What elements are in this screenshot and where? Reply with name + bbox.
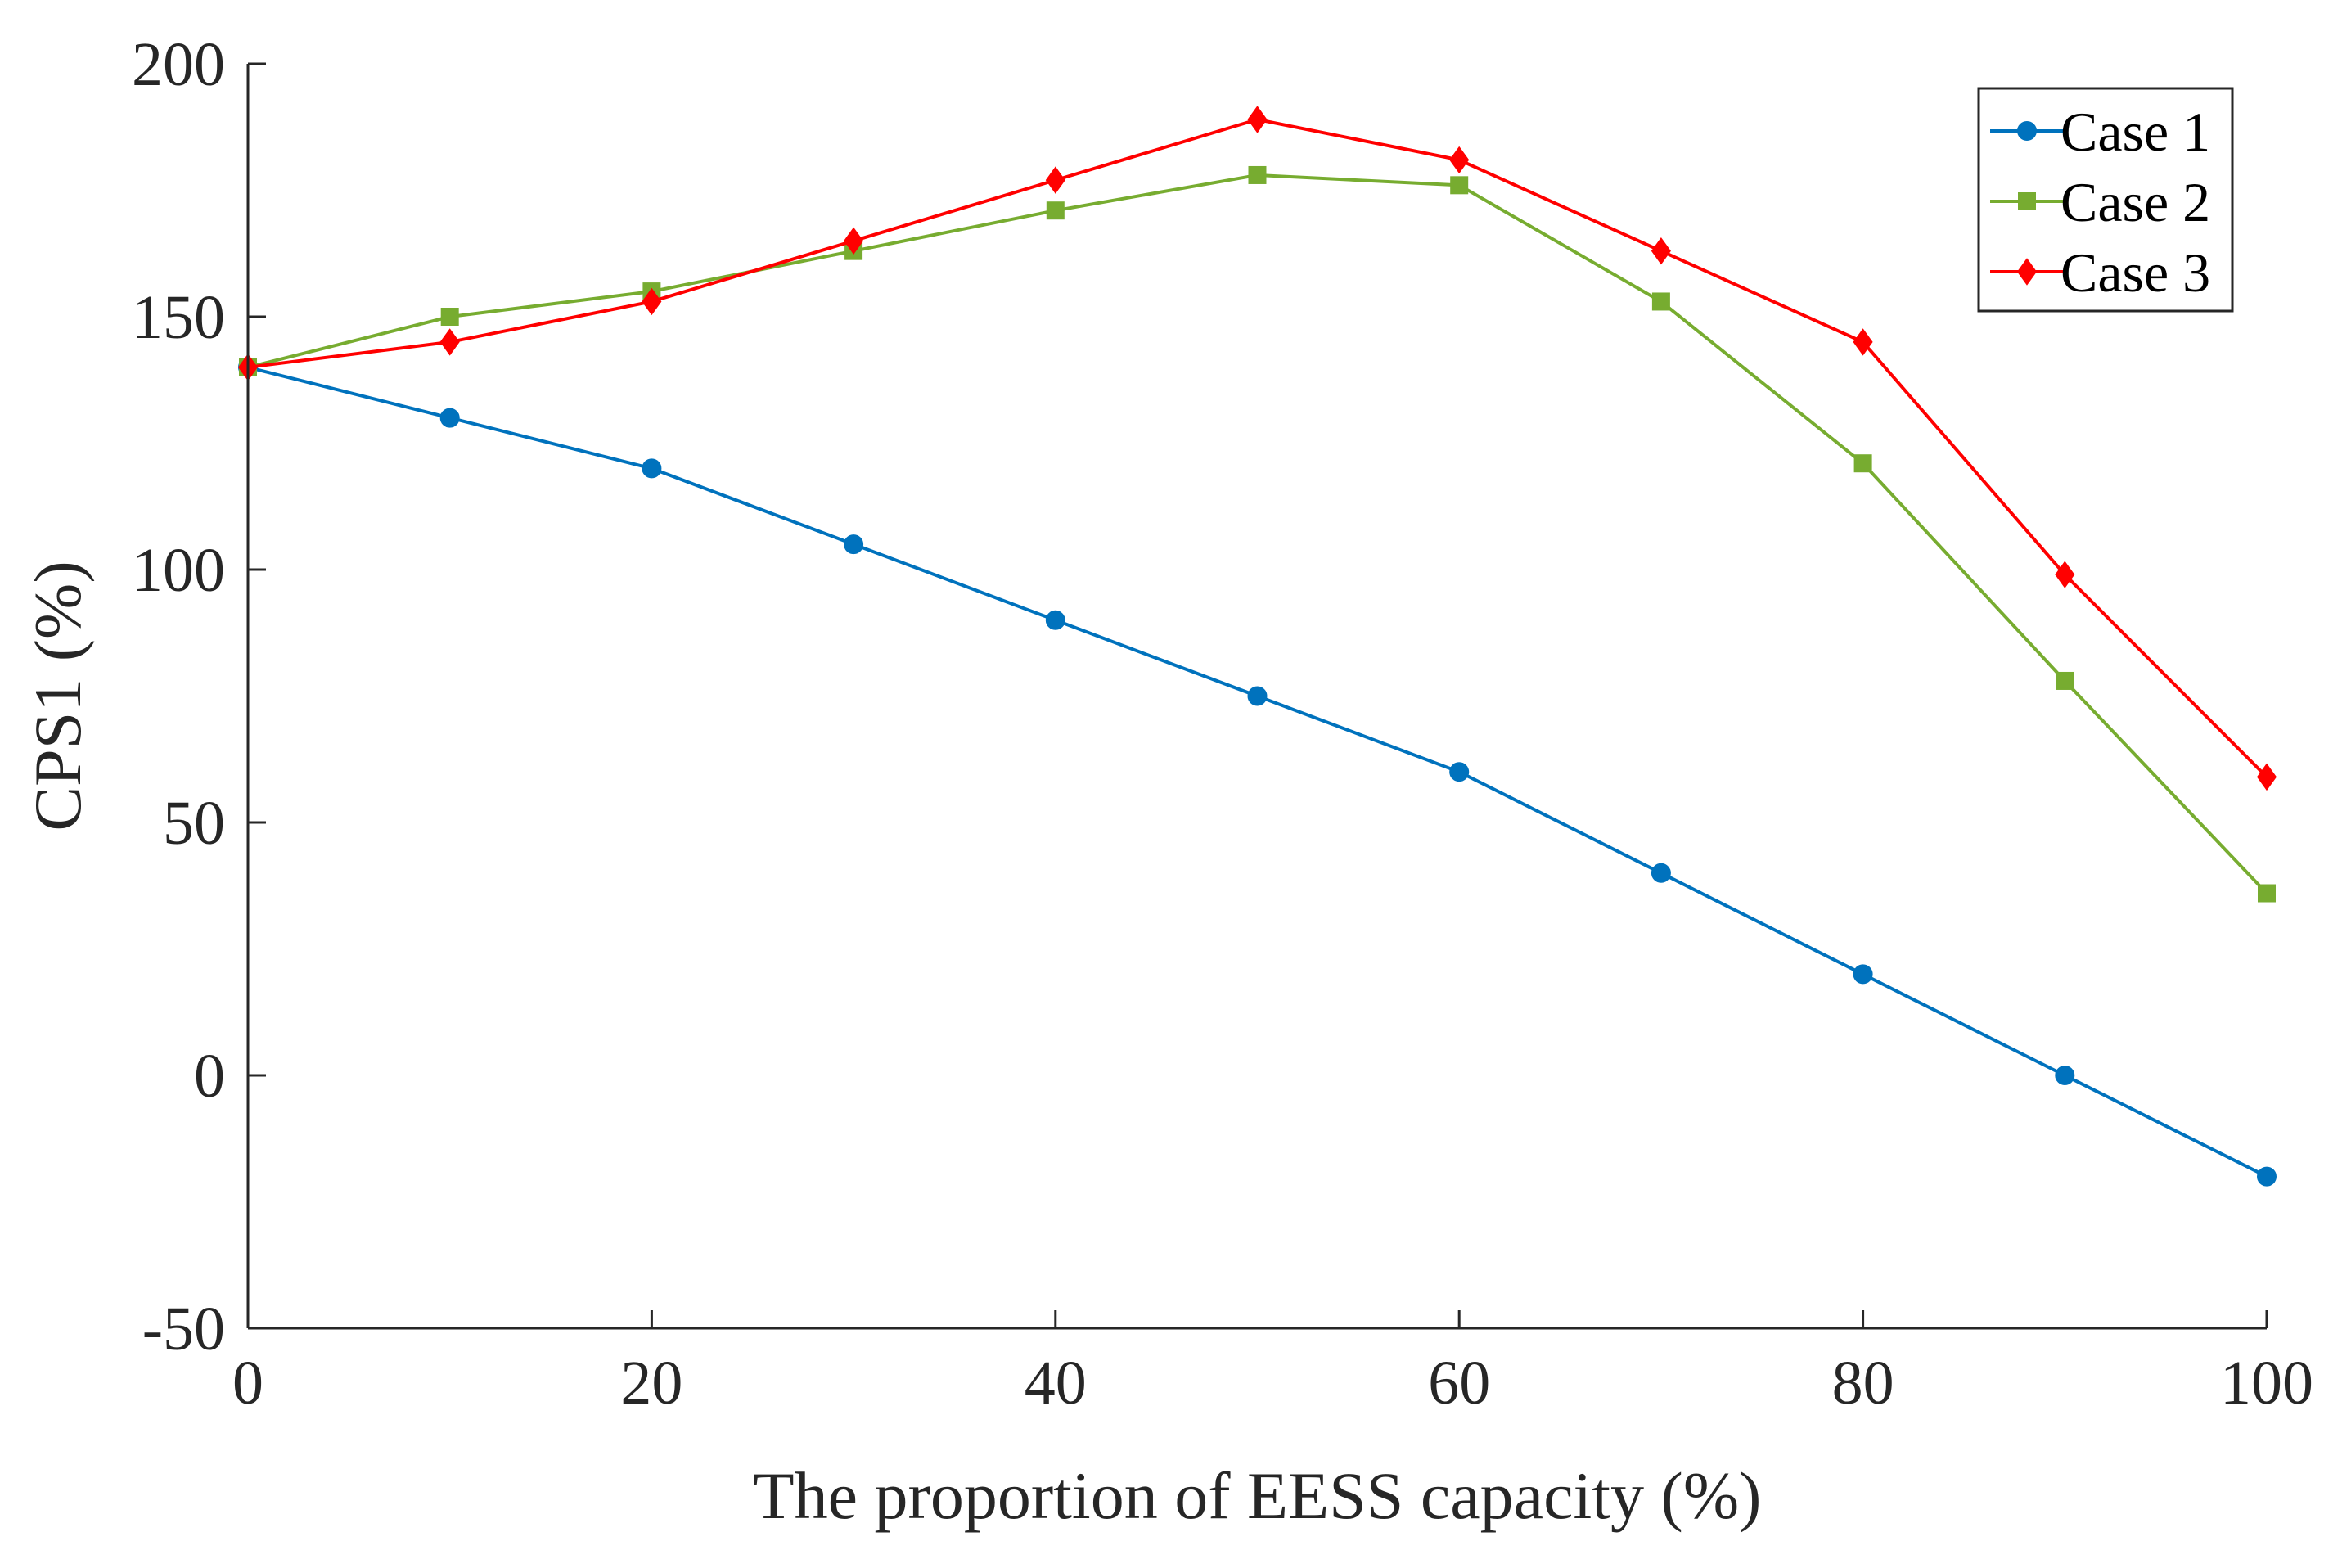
data-point: [1853, 328, 1873, 356]
data-point: [642, 287, 662, 316]
data-point: [1651, 292, 1670, 311]
data-point: [1450, 176, 1469, 195]
legend-marker: [2018, 192, 2036, 210]
y-tick-label: 100: [132, 536, 225, 605]
data-point: [844, 534, 864, 555]
data-point: [2256, 763, 2277, 791]
series-1: [238, 357, 2277, 1187]
data-point: [2055, 1066, 2075, 1085]
data-point: [439, 328, 460, 356]
legend-marker: [2016, 258, 2038, 286]
legend-label: Case 1: [2061, 101, 2210, 163]
y-tick-label: 150: [132, 283, 225, 352]
legend: Case 1 Case 2 Case 3: [1977, 87, 2234, 313]
legend-label: Case 2: [2061, 171, 2210, 233]
data-point: [1449, 762, 1470, 782]
data-point: [2257, 1166, 2277, 1187]
data-point: [1247, 686, 1268, 706]
series-line: [247, 365, 2268, 1178]
data-point: [439, 408, 460, 428]
y-tick-label: -50: [142, 1295, 225, 1363]
data-point: [1046, 201, 1065, 220]
data-point: [1045, 166, 1065, 194]
data-point: [1651, 863, 1671, 883]
data-point: [642, 458, 662, 479]
legend-item: Case 3: [1990, 241, 2210, 304]
data-point: [844, 227, 864, 255]
x-axis-title: The proportion of EESS capacity (%): [754, 1458, 1762, 1533]
plot-series-layer: [237, 106, 2277, 1187]
data-point: [1248, 165, 1267, 184]
data-point: [1045, 610, 1065, 630]
data-point: [1853, 454, 1872, 473]
legend-item: Case 2: [1990, 171, 2210, 233]
data-point: [440, 308, 459, 326]
data-point: [2056, 671, 2074, 690]
x-tick-label: 20: [620, 1349, 682, 1417]
data-point: [1853, 964, 1873, 985]
data-point: [2055, 561, 2075, 588]
x-tick-label: 40: [1025, 1349, 1087, 1417]
x-tick-label: 80: [1832, 1349, 1894, 1417]
legend-marker: [2017, 121, 2037, 141]
y-tick-label: 200: [132, 30, 225, 99]
series-line: [247, 173, 2268, 894]
legend-item: Case 1: [1990, 101, 2210, 163]
y-tick-label: 0: [194, 1042, 225, 1111]
axes: [246, 62, 2268, 1330]
x-tick-label: 60: [1428, 1349, 1490, 1417]
y-tick-label: 50: [163, 789, 225, 858]
data-point: [2258, 884, 2276, 903]
series-2: [239, 165, 2276, 903]
series-3: [237, 106, 2277, 791]
y-axis-title: CPS1 (%): [20, 561, 95, 831]
x-tick-label: 100: [2220, 1349, 2313, 1417]
data-point: [1247, 106, 1268, 133]
data-point: [1651, 237, 1671, 265]
legend-label: Case 3: [2061, 241, 2210, 304]
x-tick-label: 0: [232, 1349, 263, 1417]
data-point: [1449, 146, 1470, 174]
series-line: [247, 117, 2268, 778]
